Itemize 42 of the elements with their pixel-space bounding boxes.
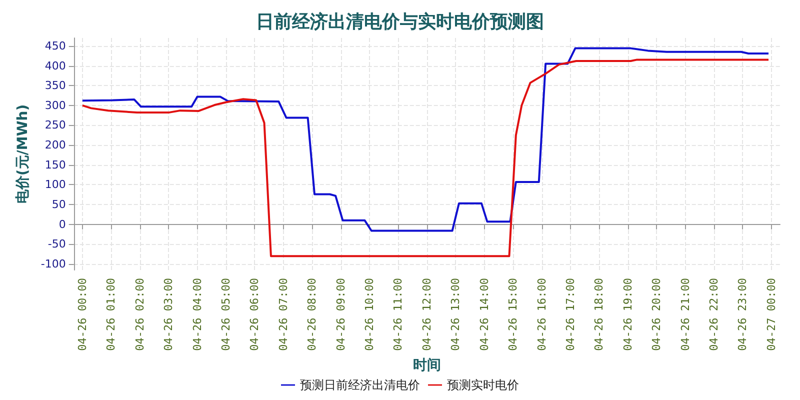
x-tick-label: 04-26 01:00 [104,278,118,351]
x-tick-label: 04-26 03:00 [162,278,176,351]
x-tick-label: 04-26 21:00 [678,278,692,351]
y-tick-label: 450 [44,39,66,52]
x-tick-label: 04-26 17:00 [564,278,577,351]
y-tick-label: 150 [44,158,66,172]
x-tick-label: 04-26 02:00 [133,278,146,351]
x-axis-title: 时间 [412,358,441,374]
x-tick-label: 04-26 18:00 [592,278,606,351]
y-tick-label: 300 [44,98,66,112]
x-tick-label: 04-26 09:00 [334,278,348,351]
x-tick-label: 04-26 22:00 [707,278,720,351]
legend-label: 预测实时电价 [447,378,519,392]
y-tick-label: 400 [44,59,66,72]
x-tick-label: 04-26 06:00 [248,278,262,351]
x-tick-label: 04-26 14:00 [478,278,491,351]
x-tick-label: 04-26 15:00 [506,278,520,351]
x-tick-label: 04-26 00:00 [76,278,89,351]
y-tick-label: 350 [44,79,66,92]
x-tick-label: 04-26 05:00 [220,278,232,351]
x-tick-label: 04-26 13:00 [449,278,462,351]
y-tick-label: 250 [44,118,66,132]
x-tick-label: 04-26 19:00 [621,278,634,351]
y-tick-label: 100 [44,178,66,192]
y-tick-label: -50 [48,238,66,251]
chart-title: 日前经济出清电价与实时电价预测图 [256,12,544,32]
x-tick-label: 04-26 08:00 [306,278,319,351]
y-tick-label: 200 [44,138,66,152]
x-tick-label: 04-26 04:00 [190,278,204,351]
x-tick-label: 04-27 00:00 [764,278,778,351]
x-tick-label: 04-26 12:00 [420,278,434,351]
x-tick-label: 04-26 10:00 [363,278,376,351]
legend-label: 预测日前经济出清电价 [300,378,420,392]
x-tick-label: 04-26 11:00 [392,278,405,351]
x-tick-label: 04-26 23:00 [736,278,750,351]
y-tick-label: 0 [58,218,66,231]
y-axis-title: 电价(元/MWh) [15,104,31,204]
x-tick-label: 04-26 16:00 [535,278,548,351]
x-tick-label: 04-26 20:00 [650,278,664,351]
y-tick-label: 50 [52,198,66,212]
x-tick-label: 04-26 07:00 [276,278,290,351]
y-tick-label: -100 [40,258,66,271]
